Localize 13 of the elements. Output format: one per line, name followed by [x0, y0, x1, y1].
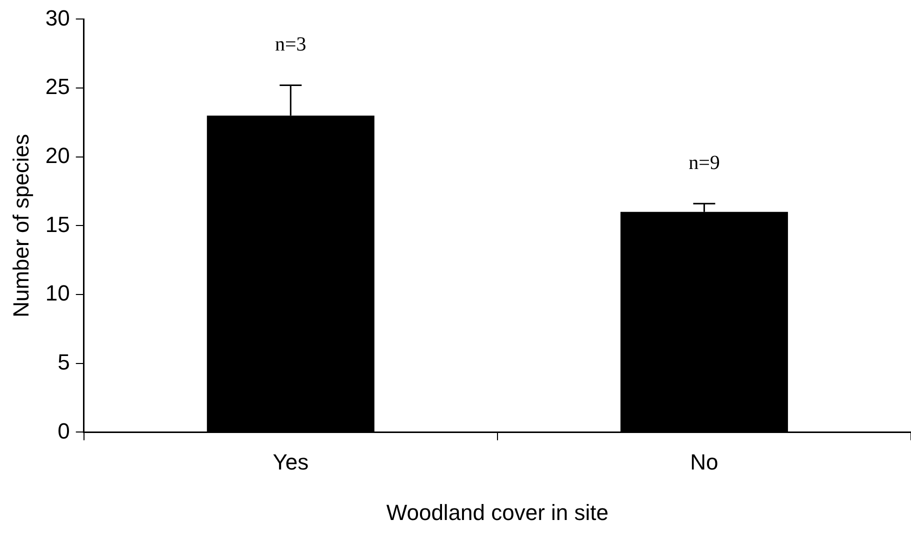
annotation: n=9	[688, 152, 720, 174]
y-tick-label: 20	[45, 142, 70, 168]
y-tick-label: 15	[45, 212, 70, 237]
y-tick-label: 0	[58, 418, 70, 444]
y-tick-label: 25	[45, 74, 70, 100]
y-tick-label: 30	[45, 5, 70, 30]
y-tick-label: 10	[45, 280, 70, 306]
y-tick-label: 5	[58, 349, 70, 374]
annotation: n=3	[275, 34, 306, 56]
x-tick-label: Yes	[272, 449, 309, 474]
x-tick-label: No	[690, 449, 718, 474]
x-axis-title: Woodland cover in site	[386, 500, 609, 525]
y-axis-title: Number of species	[8, 134, 34, 318]
